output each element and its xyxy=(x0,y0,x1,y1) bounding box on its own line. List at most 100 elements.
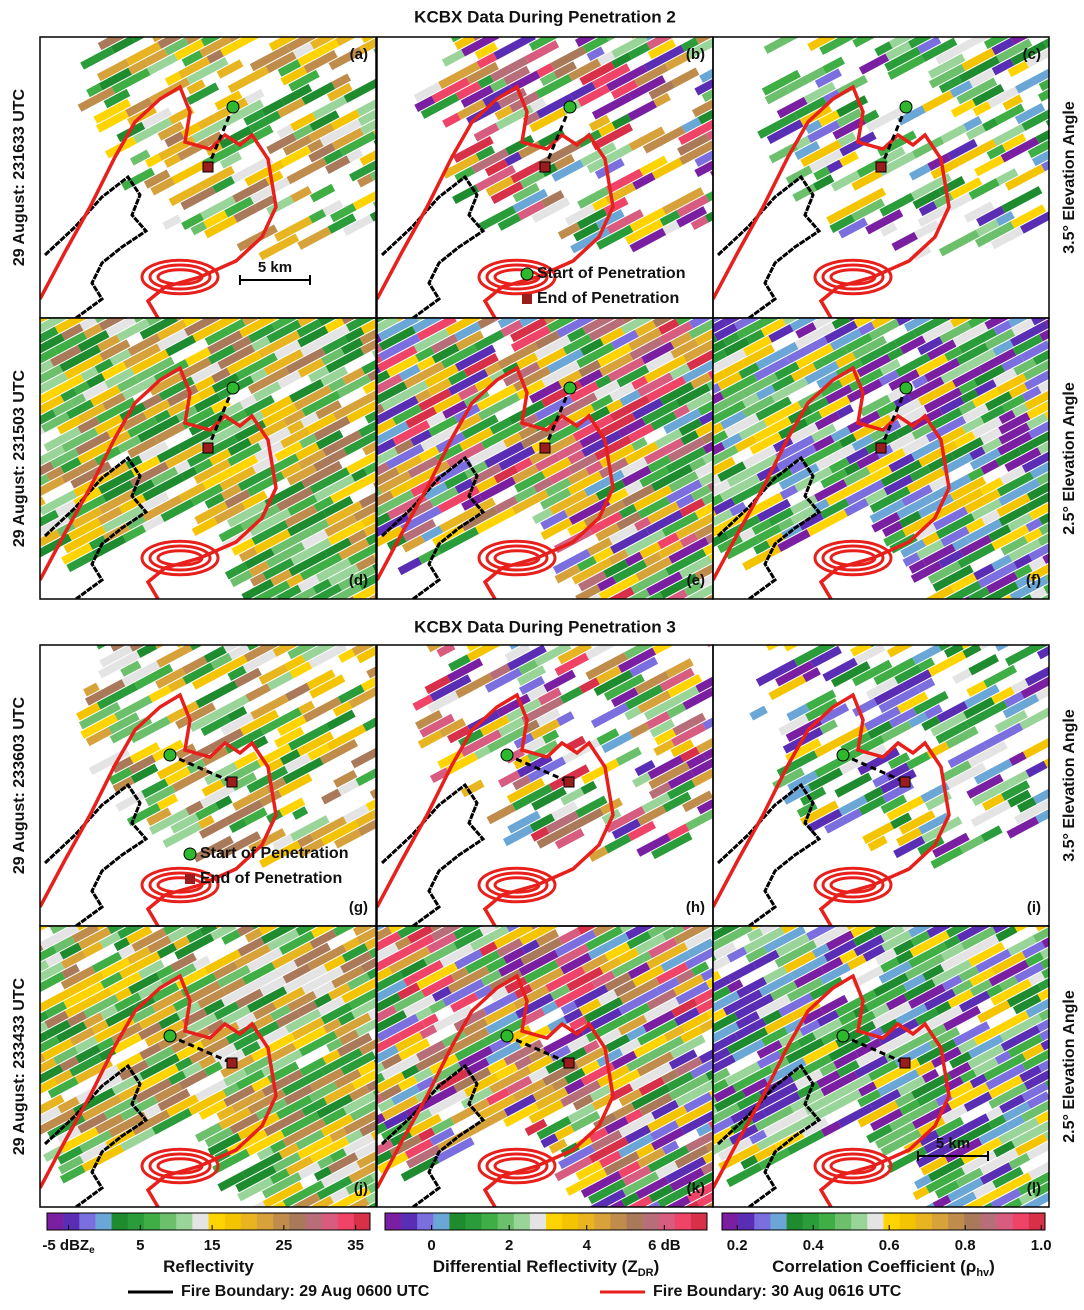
radar-gate xyxy=(898,298,920,315)
radar-gate xyxy=(182,3,216,26)
radar-gate xyxy=(719,170,748,190)
end-marker xyxy=(227,1058,237,1068)
radar-gate xyxy=(702,240,731,261)
end-marker xyxy=(540,443,550,453)
radar-gate xyxy=(425,664,443,678)
radar-gate xyxy=(171,160,206,184)
radar-gate xyxy=(63,860,84,876)
radar-gate xyxy=(769,0,811,20)
radar-gate xyxy=(687,238,715,258)
radar-gate xyxy=(593,869,635,896)
radar-gate xyxy=(60,235,98,260)
radar-gate xyxy=(549,587,578,607)
radar-gate xyxy=(873,585,898,603)
radar-gate xyxy=(920,291,952,313)
radar-gate xyxy=(520,235,549,255)
radar-gate xyxy=(1043,30,1068,48)
radar-gate xyxy=(948,281,970,298)
radar-gate xyxy=(20,289,52,311)
radar-gate xyxy=(987,268,1015,288)
radar-gate xyxy=(0,366,3,385)
radar-gate xyxy=(420,213,456,237)
radar-gate xyxy=(784,625,805,641)
radar-gate xyxy=(1038,0,1066,10)
radar-gate xyxy=(610,891,650,917)
radar-gate xyxy=(61,898,88,917)
radar-gate xyxy=(436,300,453,314)
radar-gate xyxy=(966,289,995,309)
radar-gate xyxy=(753,236,777,254)
radar-gate xyxy=(375,638,413,663)
panel-label: (a) xyxy=(350,46,368,63)
radar-gate xyxy=(342,872,368,891)
radar-gate xyxy=(868,573,903,597)
radar-gate xyxy=(786,547,805,562)
radar-gate xyxy=(961,600,984,617)
radar-gate xyxy=(442,264,482,290)
radar-gate xyxy=(267,598,298,619)
radar-gate xyxy=(378,99,418,125)
radar-gate xyxy=(377,759,407,780)
radar-gate xyxy=(1050,608,1084,632)
radar-gate xyxy=(274,618,316,645)
radar-gate xyxy=(201,275,231,296)
radar-gate xyxy=(933,605,956,622)
panel-label: (h) xyxy=(686,899,705,916)
radar-gate xyxy=(725,289,746,305)
radar-gate xyxy=(362,593,400,618)
radar-gate xyxy=(991,9,1011,25)
radar-gate xyxy=(687,290,704,304)
scale-bar-label: 5 km xyxy=(258,259,292,276)
radar-gate xyxy=(1017,610,1042,628)
radar-gate xyxy=(903,216,919,230)
radar-gate xyxy=(315,631,331,645)
radar-gate xyxy=(101,871,141,897)
start-marker xyxy=(900,101,912,113)
radar-gate xyxy=(720,783,746,802)
radar-gate xyxy=(1024,292,1065,319)
radar-gate xyxy=(625,864,663,889)
radar-gate xyxy=(166,0,202,14)
radar-gate xyxy=(340,233,369,253)
radar-gate xyxy=(162,575,187,593)
radar-gate xyxy=(613,768,633,784)
radar-gate xyxy=(223,11,258,35)
radar-gate xyxy=(756,47,796,73)
radar-gate xyxy=(829,589,871,617)
radar-gate xyxy=(402,640,429,659)
radar-gate xyxy=(939,626,957,640)
radar-gate xyxy=(187,580,216,600)
radar-gate xyxy=(1035,279,1070,303)
radar-gate xyxy=(80,46,114,69)
radar-gate xyxy=(699,67,719,83)
radar-gate xyxy=(88,229,126,255)
radar-gate xyxy=(997,0,1014,11)
radar-gate xyxy=(1068,565,1084,591)
radar-gate xyxy=(1064,12,1084,36)
radar-gate xyxy=(310,884,346,908)
radar-gate xyxy=(775,252,814,278)
radar-gate xyxy=(666,232,707,259)
radar-gate xyxy=(244,288,284,314)
radar-gate xyxy=(409,843,435,862)
radar-gate xyxy=(616,747,642,766)
radar-gate xyxy=(730,177,754,195)
radar-gate xyxy=(958,606,992,629)
radar-gate xyxy=(376,299,399,316)
legend-end-label: End of Penetration xyxy=(200,870,342,887)
radar-gate xyxy=(737,594,776,620)
radar-gate xyxy=(768,13,793,31)
radar-gate xyxy=(728,622,760,644)
radar-gate xyxy=(289,601,309,617)
radar-gate xyxy=(532,578,556,596)
radar-gate xyxy=(390,671,428,697)
radar-gate xyxy=(378,293,400,310)
map-panel: (b)Start of PenetrationEnd of Penetratio… xyxy=(359,0,877,323)
radar-gate xyxy=(297,261,336,287)
radar-gate xyxy=(463,598,481,613)
radar-gate xyxy=(400,891,421,907)
radar-gate xyxy=(387,139,419,161)
radar-gate xyxy=(769,555,790,571)
radar-gate xyxy=(1006,598,1027,614)
